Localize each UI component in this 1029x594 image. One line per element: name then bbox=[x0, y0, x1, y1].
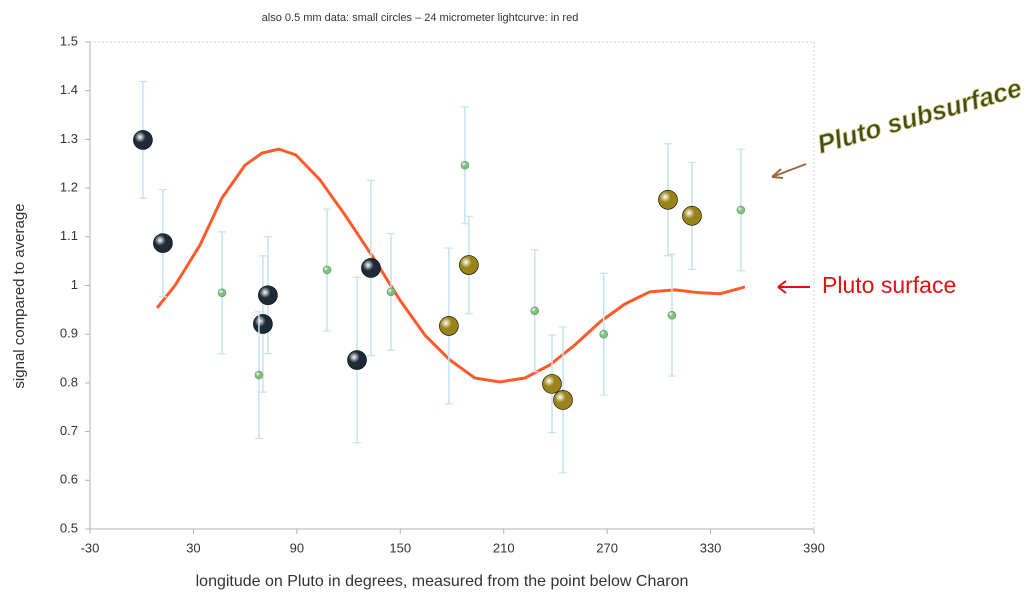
annotation: Pluto surface bbox=[822, 272, 956, 298]
y-axis-label: signal compared to average bbox=[11, 203, 28, 388]
point bbox=[542, 374, 562, 394]
annotation-arrow bbox=[771, 163, 807, 178]
point bbox=[736, 205, 746, 215]
point bbox=[459, 255, 479, 275]
x-tick-label: 270 bbox=[596, 540, 618, 555]
point bbox=[253, 314, 273, 334]
y-tick-label: 1 bbox=[71, 277, 78, 292]
point bbox=[599, 329, 608, 339]
y-tick-label: 0.9 bbox=[60, 326, 78, 341]
point bbox=[153, 233, 173, 253]
annotation: Pluto subsurface bbox=[814, 72, 1025, 159]
x-tick-label: 390 bbox=[803, 540, 825, 555]
x-tick-label: -30 bbox=[81, 540, 100, 555]
y-tick-label: 1.1 bbox=[60, 228, 78, 243]
point bbox=[133, 130, 153, 150]
x-axis-label: longitude on Pluto in degrees, measured … bbox=[196, 573, 689, 590]
y-tick-label: 1.5 bbox=[60, 33, 78, 48]
point bbox=[322, 265, 332, 275]
point bbox=[530, 306, 540, 316]
line bbox=[155, 147, 746, 384]
y-tick-label: 1.2 bbox=[60, 180, 78, 195]
point bbox=[682, 206, 702, 226]
point bbox=[439, 316, 459, 336]
point bbox=[254, 370, 264, 380]
point bbox=[460, 160, 470, 170]
point bbox=[258, 285, 278, 306]
x-tick-label: 90 bbox=[290, 540, 304, 555]
y-tick-label: 1.4 bbox=[60, 82, 78, 97]
point bbox=[347, 350, 367, 370]
y-tick-label: 1.3 bbox=[60, 131, 78, 146]
y-tick-label: 0.6 bbox=[60, 472, 78, 487]
chart-title: also 0.5 mm data: small circles – 24 mic… bbox=[262, 12, 579, 24]
x-tick-label: 210 bbox=[493, 540, 515, 555]
annotation-arrow bbox=[771, 168, 784, 179]
x-tick-label: 330 bbox=[700, 540, 722, 555]
x-tick-label: 150 bbox=[389, 540, 411, 555]
point bbox=[553, 390, 573, 410]
point bbox=[658, 189, 678, 210]
x-tick-label: 30 bbox=[186, 540, 200, 555]
point bbox=[667, 310, 677, 320]
point bbox=[386, 287, 396, 297]
y-tick-label: 0.8 bbox=[60, 374, 78, 389]
annotation-arrow bbox=[777, 280, 787, 294]
y-tick-label: 0.5 bbox=[60, 520, 78, 535]
point bbox=[217, 288, 227, 298]
point bbox=[361, 258, 381, 278]
y-tick-label: 0.7 bbox=[60, 423, 78, 438]
